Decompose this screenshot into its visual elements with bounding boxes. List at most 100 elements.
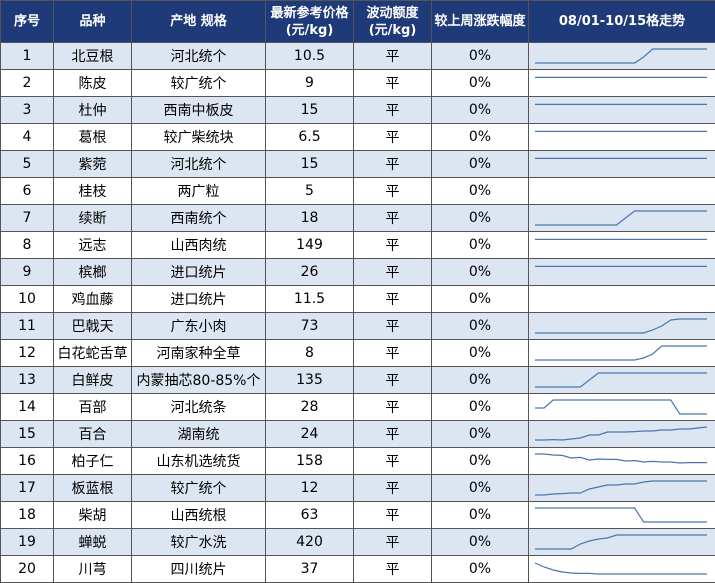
- cell-fluctuation: 平: [354, 151, 432, 178]
- cell-price: 18: [266, 205, 354, 232]
- cell-origin: 较广统个: [132, 475, 266, 502]
- cell-fluctuation: 平: [354, 313, 432, 340]
- cell-origin: 进口统片: [132, 259, 266, 286]
- cell-no: 4: [1, 124, 54, 151]
- cell-price: 28: [266, 394, 354, 421]
- cell-price: 10.5: [266, 43, 354, 70]
- cell-fluctuation: 平: [354, 421, 432, 448]
- cell-no: 18: [1, 502, 54, 529]
- cell-origin: 山东机选统货: [132, 448, 266, 475]
- trend-sparkline: [529, 448, 715, 474]
- trend-sparkline: [529, 367, 715, 393]
- cell-fluctuation: 平: [354, 340, 432, 367]
- header-origin-spec: 产地 规格: [132, 1, 266, 43]
- cell-fluctuation: 平: [354, 259, 432, 286]
- cell-weekly-change: 0%: [432, 367, 529, 394]
- cell-variety: 蝉蜕: [54, 529, 132, 556]
- cell-no: 17: [1, 475, 54, 502]
- trend-line: [535, 211, 707, 225]
- cell-fluctuation: 平: [354, 97, 432, 124]
- cell-variety: 巴戟天: [54, 313, 132, 340]
- cell-variety: 槟榔: [54, 259, 132, 286]
- cell-origin: 进口统片: [132, 286, 266, 313]
- cell-weekly-change: 0%: [432, 556, 529, 583]
- cell-weekly-change: 0%: [432, 151, 529, 178]
- cell-weekly-change: 0%: [432, 232, 529, 259]
- cell-weekly-change: 0%: [432, 70, 529, 97]
- cell-price: 135: [266, 367, 354, 394]
- cell-weekly-change: 0%: [432, 205, 529, 232]
- trend-line: [535, 49, 707, 63]
- trend-cell: [529, 232, 715, 259]
- cell-price: 11.5: [266, 286, 354, 313]
- cell-weekly-change: 0%: [432, 313, 529, 340]
- cell-variety: 陈皮: [54, 70, 132, 97]
- trend-cell: [529, 70, 715, 97]
- cell-origin: 较广水洗: [132, 529, 266, 556]
- header-weekly-change: 较上周涨跌幅度: [432, 1, 529, 43]
- cell-variety: 川芎: [54, 556, 132, 583]
- cell-origin: 较广统个: [132, 70, 266, 97]
- cell-price: 15: [266, 151, 354, 178]
- cell-price: 6.5: [266, 124, 354, 151]
- cell-weekly-change: 0%: [432, 529, 529, 556]
- header-price: 最新参考价格 (元/kg): [266, 1, 354, 43]
- header-price-line1: 最新参考价格: [268, 5, 351, 22]
- trend-sparkline: [529, 313, 715, 339]
- cell-variety: 北豆根: [54, 43, 132, 70]
- cell-weekly-change: 0%: [432, 259, 529, 286]
- cell-fluctuation: 平: [354, 529, 432, 556]
- trend-line: [535, 427, 707, 440]
- trend-cell: [529, 529, 715, 556]
- cell-origin: 河北统条: [132, 394, 266, 421]
- cell-price: 158: [266, 448, 354, 475]
- cell-origin: 山西肉统: [132, 232, 266, 259]
- trend-sparkline: [529, 97, 715, 123]
- trend-sparkline: [529, 178, 715, 204]
- cell-origin: 两广粒: [132, 178, 266, 205]
- trend-sparkline: [529, 502, 715, 528]
- cell-price: 9: [266, 70, 354, 97]
- cell-price: 24: [266, 421, 354, 448]
- cell-price: 5: [266, 178, 354, 205]
- cell-fluctuation: 平: [354, 232, 432, 259]
- cell-no: 10: [1, 286, 54, 313]
- cell-variety: 远志: [54, 232, 132, 259]
- trend-sparkline: [529, 151, 715, 177]
- cell-variety: 柴胡: [54, 502, 132, 529]
- cell-no: 5: [1, 151, 54, 178]
- cell-weekly-change: 0%: [432, 502, 529, 529]
- cell-variety: 杜仲: [54, 97, 132, 124]
- cell-no: 9: [1, 259, 54, 286]
- trend-sparkline: [529, 340, 715, 366]
- cell-origin: 西南统个: [132, 205, 266, 232]
- cell-weekly-change: 0%: [432, 475, 529, 502]
- cell-variety: 百部: [54, 394, 132, 421]
- trend-line: [535, 535, 707, 549]
- cell-fluctuation: 平: [354, 502, 432, 529]
- cell-no: 6: [1, 178, 54, 205]
- cell-no: 11: [1, 313, 54, 340]
- cell-no: 3: [1, 97, 54, 124]
- cell-weekly-change: 0%: [432, 178, 529, 205]
- cell-origin: 河北统个: [132, 43, 266, 70]
- cell-weekly-change: 0%: [432, 421, 529, 448]
- cell-weekly-change: 0%: [432, 124, 529, 151]
- cell-fluctuation: 平: [354, 205, 432, 232]
- cell-weekly-change: 0%: [432, 286, 529, 313]
- cell-variety: 桂枝: [54, 178, 132, 205]
- cell-weekly-change: 0%: [432, 394, 529, 421]
- trend-sparkline: [529, 286, 715, 312]
- trend-cell: [529, 502, 715, 529]
